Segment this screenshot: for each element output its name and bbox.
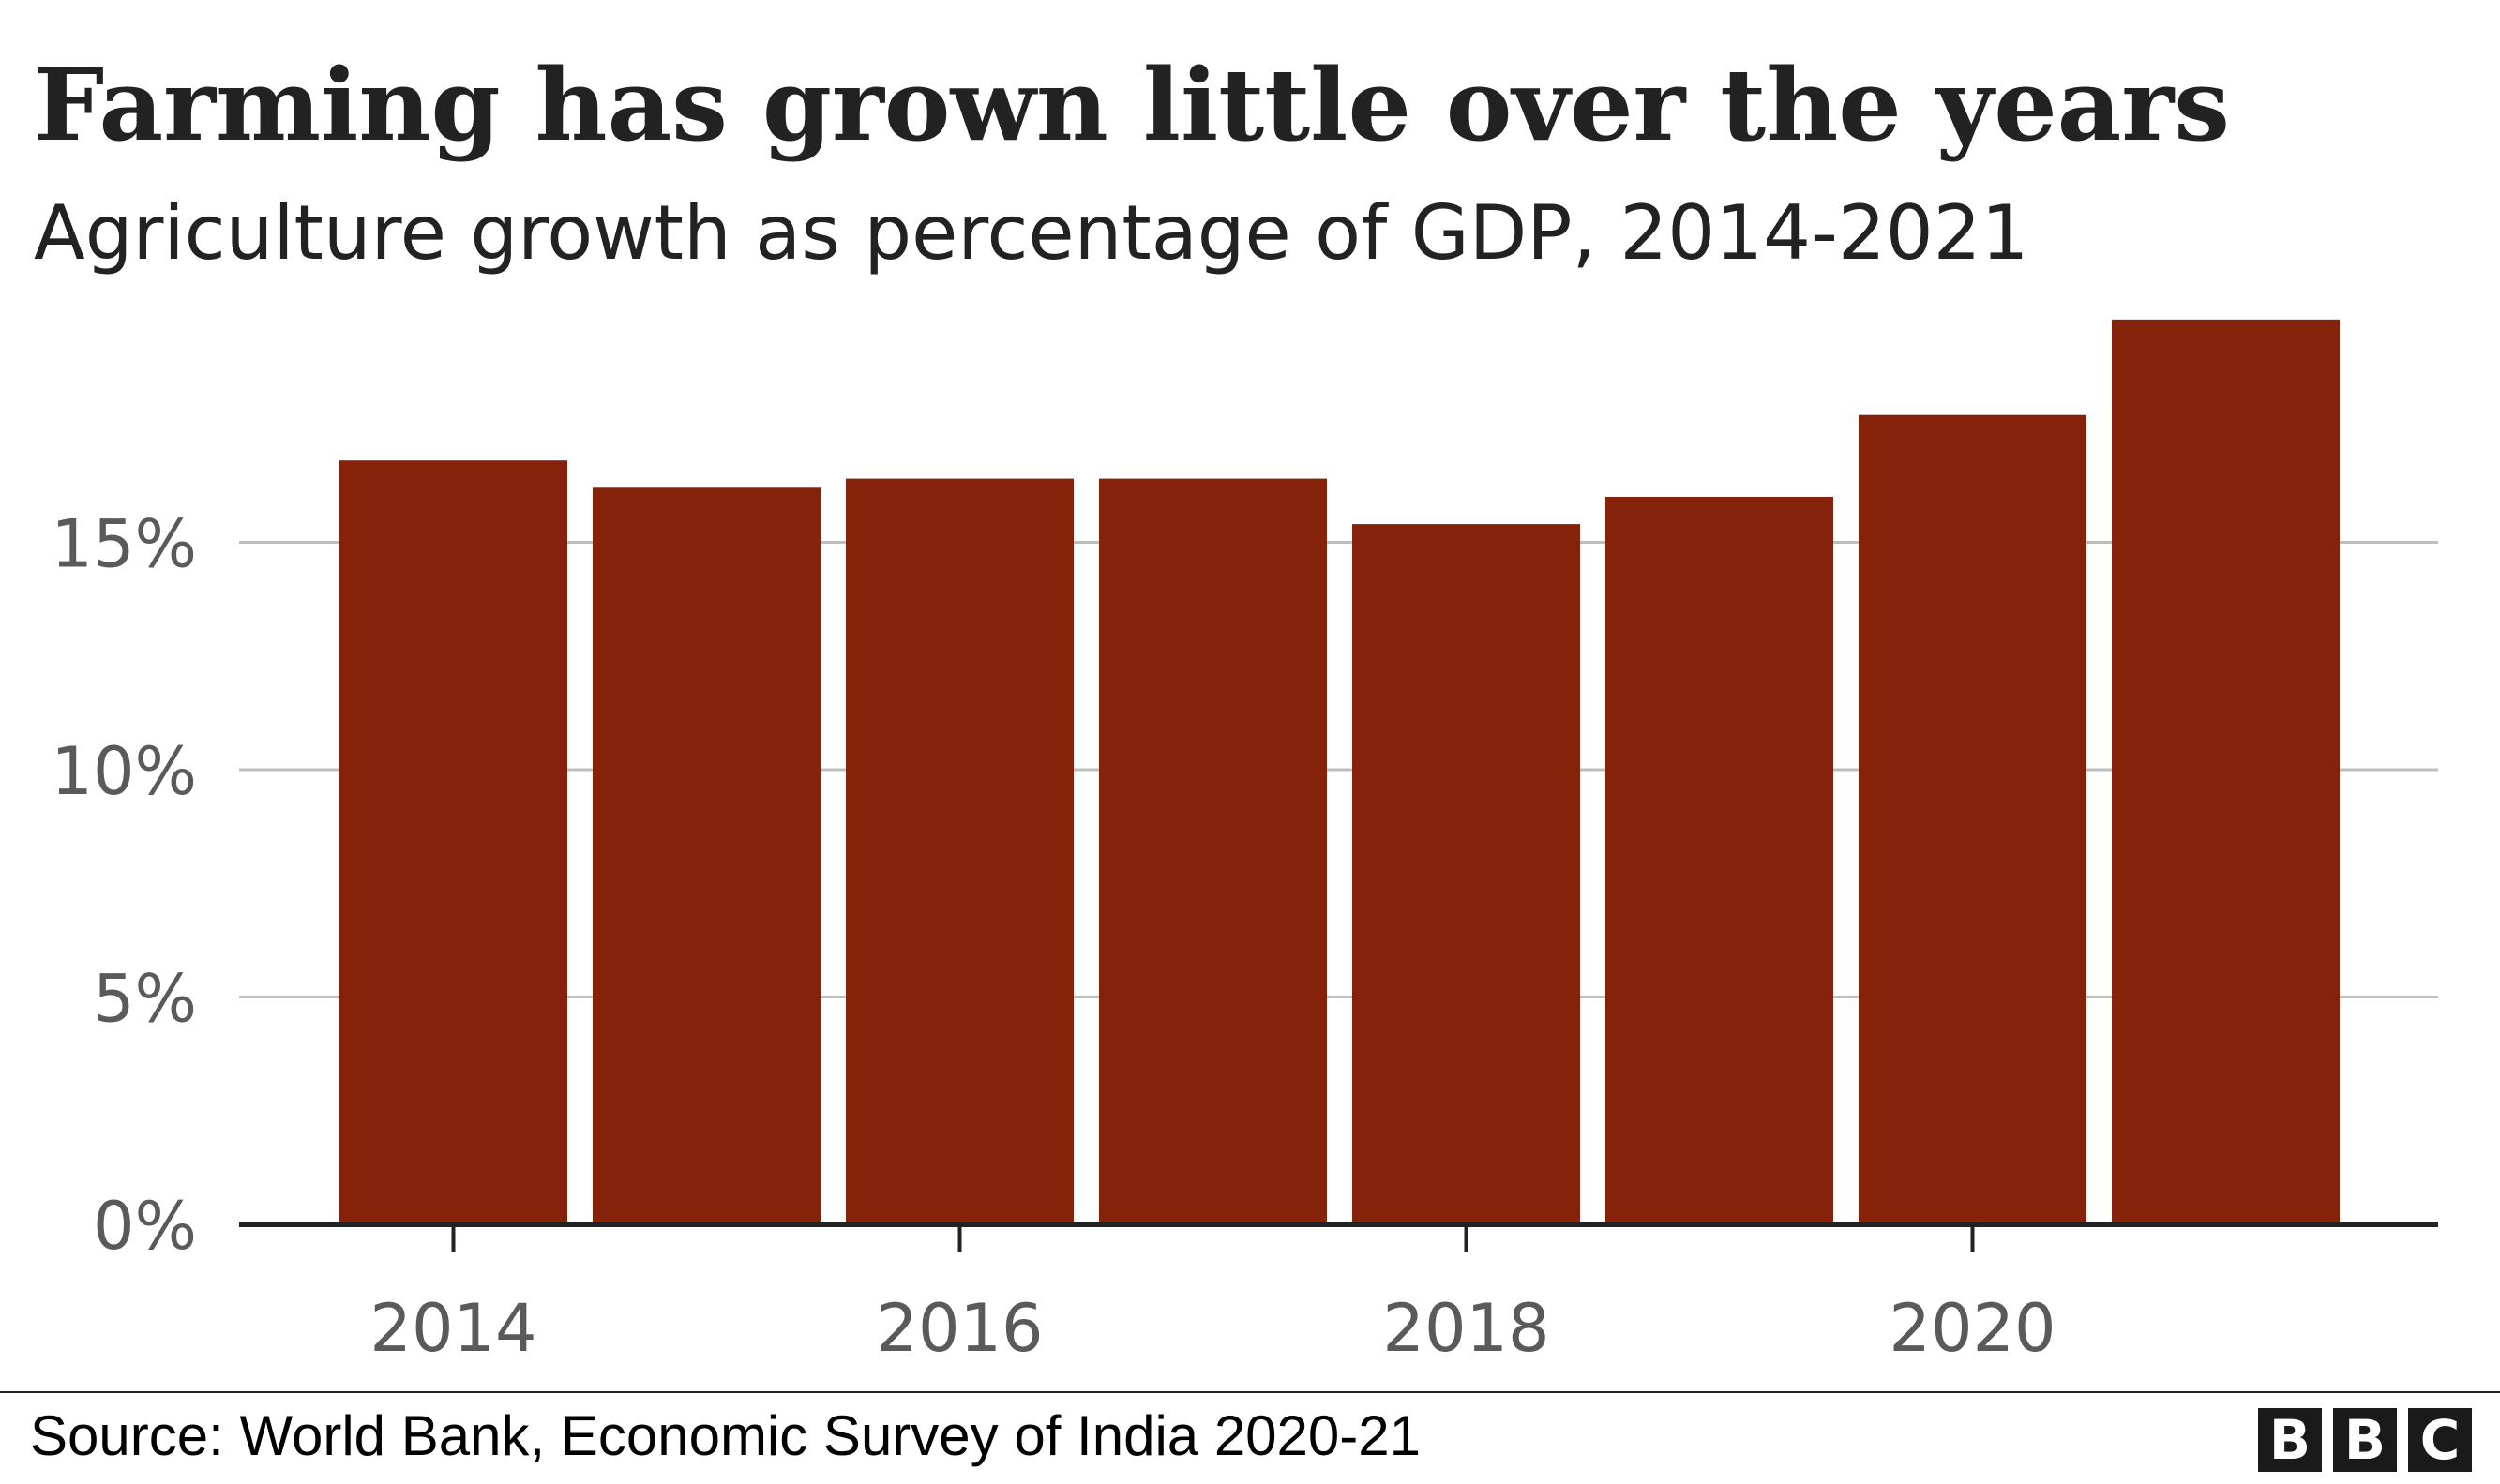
bar-2020 [1859,414,2086,1224]
bar-2018 [1352,524,1580,1224]
chart-subtitle: Agriculture growth as percentage of GDP,… [34,189,2029,277]
source-note: Source: World Bank, Economic Survey of I… [30,1404,1422,1467]
logo-letter: B [2258,1408,2322,1472]
y-tick-label: 0% [93,1188,197,1265]
x-tick-label: 2014 [369,1290,536,1367]
bar-2021 [2112,319,2340,1225]
bars [339,319,2340,1225]
logo-letter: C [2408,1408,2472,1472]
bbc-logo: B B C [2258,1408,2472,1472]
x-tick-label: 2018 [1382,1290,1549,1367]
y-tick-label: 15% [51,506,197,583]
y-tick-label: 10% [51,733,197,810]
chart-title: Farming has grown little over the years [34,46,2230,163]
gridlines [239,541,2438,998]
bar-2019 [1605,497,1833,1224]
y-axis-labels: 0% 5% 10% 15% [51,506,197,1266]
bar-2016 [846,478,1074,1225]
bar-2015 [593,487,821,1224]
footer-divider [0,1391,2500,1393]
x-tick-label: 2016 [876,1290,1043,1367]
logo-letter: B [2333,1408,2397,1472]
y-tick-label: 5% [93,961,197,1038]
x-axis: 2014 2016 2018 2020 [239,1222,2438,1367]
bar-2014 [339,460,567,1224]
x-tick-label: 2020 [1889,1290,2056,1367]
bar-2017 [1099,478,1327,1225]
